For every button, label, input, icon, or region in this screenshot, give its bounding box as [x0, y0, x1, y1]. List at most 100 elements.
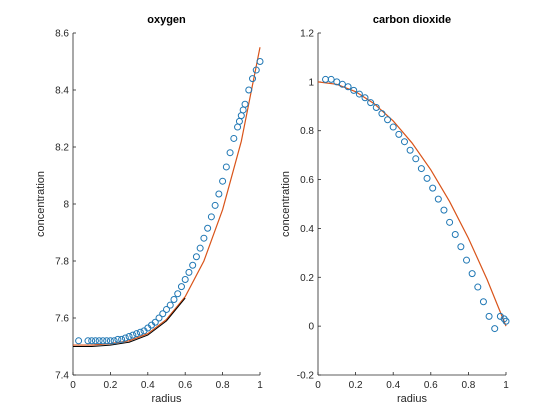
- data-point: [440, 206, 448, 214]
- data-point: [327, 75, 335, 83]
- data-point: [355, 90, 363, 98]
- data-point: [75, 337, 83, 345]
- y-axis-label: concentration: [280, 171, 292, 237]
- data-point: [91, 337, 99, 345]
- data-point: [400, 138, 408, 146]
- y-tick-label: 0.4: [300, 224, 314, 235]
- data-point: [133, 330, 141, 338]
- data-point: [372, 104, 380, 112]
- y-tick-label: 1: [308, 77, 314, 88]
- data-point: [204, 224, 212, 232]
- x-tick-label: 1: [503, 380, 509, 391]
- data-point: [166, 301, 174, 309]
- data-point: [99, 337, 107, 345]
- data-point: [84, 337, 92, 345]
- data-point: [159, 310, 167, 318]
- data-point: [322, 75, 330, 83]
- data-point: [252, 66, 260, 74]
- data-point: [429, 184, 437, 192]
- data-point: [211, 201, 219, 209]
- carbon-dioxide-panel: 0 0.2 0.4 0.6 0.8 1-0.200.20.40.60.811.2carbo…: [280, 14, 510, 405]
- data-point: [344, 83, 352, 91]
- x-tick-label: 0: [70, 380, 76, 391]
- data-point: [129, 331, 137, 339]
- chart-title: oxygen: [147, 14, 186, 26]
- x-tick-label: 0.4: [141, 380, 155, 391]
- data-point: [423, 174, 431, 182]
- data-point: [468, 270, 476, 278]
- data-point: [485, 312, 493, 320]
- data-point: [479, 298, 487, 306]
- y-tick-label: 7.6: [55, 314, 69, 325]
- x-tick-label: 1: [257, 380, 263, 391]
- y-axis-label: concentration: [35, 171, 47, 237]
- data-point: [338, 80, 346, 88]
- data-point: [463, 256, 471, 264]
- data-point: [103, 337, 111, 345]
- x-tick-label: 0.2: [349, 380, 363, 391]
- data-point: [170, 295, 178, 303]
- data-point: [151, 318, 159, 326]
- data-point: [434, 195, 442, 203]
- data-point: [234, 123, 242, 131]
- data-point: [446, 218, 454, 226]
- fit-line: [73, 47, 261, 346]
- y-tick-label: 0: [308, 322, 314, 333]
- data-point: [412, 155, 420, 163]
- data-point: [406, 146, 414, 154]
- data-point: [235, 117, 243, 125]
- y-tick-label: 0.6: [300, 175, 314, 186]
- y-tick-label: 8.6: [55, 29, 69, 40]
- y-tick-label: 7.4: [55, 371, 69, 382]
- data-point: [207, 213, 215, 221]
- data-point: [174, 290, 182, 298]
- data-point: [88, 337, 96, 345]
- x-axis-label: radius: [152, 393, 182, 405]
- data-point: [502, 317, 510, 325]
- y-tick-label: 0.2: [300, 273, 314, 284]
- data-point: [384, 116, 392, 124]
- data-point: [395, 130, 403, 138]
- reference-line: [73, 297, 186, 347]
- oxygen-panel: 0 0.2 0.4 0.6 0.8 1 7.4 7.6 7.8 8 8.2 8.4 8.6 oxygen r…: [35, 14, 264, 405]
- x-tick-label: 0.4: [386, 380, 400, 391]
- data-point: [95, 337, 103, 345]
- x-tick-label: 0.2: [103, 380, 117, 391]
- data-point: [417, 165, 425, 173]
- y-tick-label: 8.2: [55, 143, 69, 154]
- data-point: [474, 283, 482, 291]
- data-point: [106, 337, 114, 345]
- data-point: [361, 94, 369, 102]
- data-point: [457, 243, 465, 251]
- y-tick-label: 8.4: [55, 86, 69, 97]
- data-point: [245, 86, 253, 94]
- data-point: [136, 328, 144, 336]
- data-point: [350, 86, 358, 94]
- data-point: [239, 106, 247, 114]
- data-point: [200, 234, 208, 242]
- y-tick-label: 0.8: [300, 126, 314, 137]
- data-point: [196, 244, 204, 252]
- data-point: [226, 149, 234, 157]
- data-point: [110, 337, 118, 345]
- data-point: [451, 231, 459, 239]
- data-point: [177, 283, 185, 291]
- x-tick-label: 0.8: [216, 380, 230, 391]
- y-tick-label: 1.2: [300, 29, 314, 40]
- data-point: [114, 335, 122, 343]
- data-point: [185, 268, 193, 276]
- data-point: [230, 134, 238, 142]
- data-point: [155, 314, 163, 322]
- data-point: [222, 163, 230, 171]
- x-tick-label: 0.6: [424, 380, 438, 391]
- data-point: [118, 335, 126, 343]
- y-tick-label: 7.8: [55, 257, 69, 268]
- data-point: [241, 100, 249, 108]
- x-axis-label: radius: [397, 393, 427, 405]
- y-tick-label: -0.2: [297, 371, 315, 382]
- x-tick-label: 0.6: [178, 380, 192, 391]
- data-point: [219, 177, 227, 185]
- y-tick-label: 8: [63, 200, 69, 211]
- data-point: [256, 58, 264, 65]
